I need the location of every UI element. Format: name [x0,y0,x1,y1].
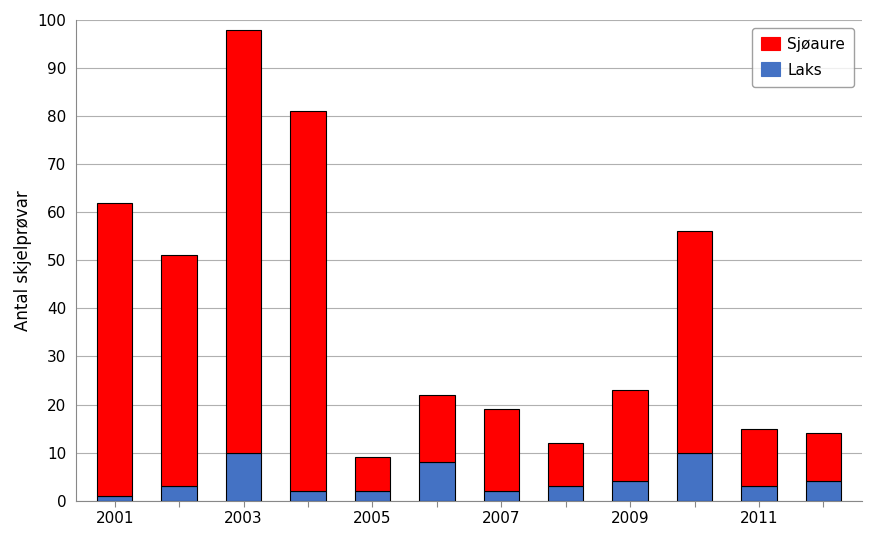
Bar [290,491,326,501]
Bar [161,487,197,501]
Bar [97,496,132,501]
Bar [677,232,712,453]
Bar [484,491,519,501]
Bar [355,491,390,501]
Bar [806,434,841,482]
Bar [290,111,326,491]
Bar [548,443,583,487]
Bar [741,487,777,501]
Bar [97,202,132,496]
Bar [355,457,390,491]
Bar [419,462,455,501]
Bar [161,255,197,487]
Bar [612,390,648,482]
Bar [419,395,455,462]
Bar [548,487,583,501]
Bar [484,409,519,491]
Legend: Sjøaure, Laks: Sjøaure, Laks [752,28,854,87]
Bar [806,482,841,501]
Bar [226,453,261,501]
Y-axis label: Antal skjelprøvar: Antal skjelprøvar [14,190,32,330]
Bar [612,482,648,501]
Bar [226,30,261,453]
Bar [677,453,712,501]
Bar [741,429,777,487]
